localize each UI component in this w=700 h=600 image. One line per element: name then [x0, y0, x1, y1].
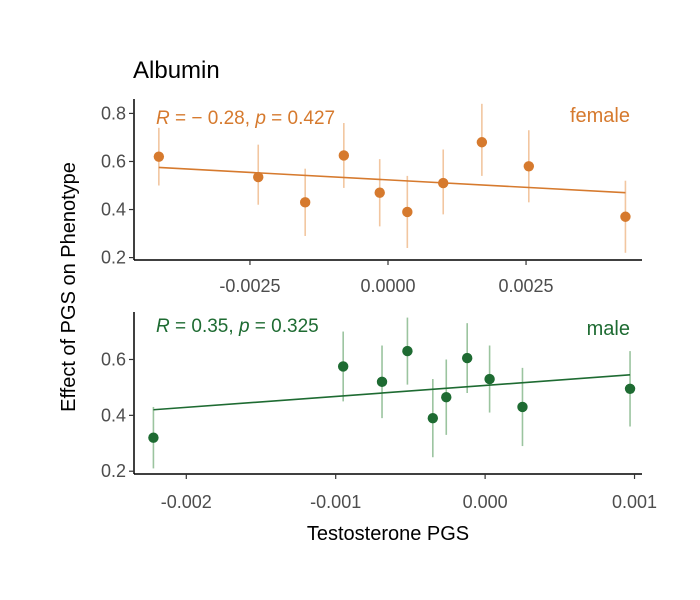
data-point — [427, 412, 439, 424]
data-point — [374, 187, 385, 198]
data-point — [299, 197, 311, 208]
data-point — [523, 161, 535, 172]
chart-title: Albumin — [133, 57, 220, 84]
data-point — [438, 177, 449, 189]
x-tick-label: 0.000 — [463, 492, 508, 512]
panel-label: female — [570, 105, 630, 127]
data-point — [620, 211, 631, 222]
y-tick-label: 0.6 — [101, 151, 126, 171]
stat-annotation: R = − 0.28, p = 0.427 — [156, 108, 335, 129]
x-tick-label: 0.0000 — [360, 276, 415, 296]
data-point — [402, 206, 413, 218]
y-tick-label: 0.4 — [101, 405, 126, 425]
data-point — [148, 432, 159, 443]
x-tick-label: 0.001 — [612, 492, 657, 512]
stat-annotation: R = 0.35, p = 0.325 — [156, 316, 319, 337]
male-panel: 0.2 0.4 0.6 -0.002 -0.001 0.000 0.001 R = 0.35,… — [101, 312, 657, 512]
data-point — [153, 151, 165, 162]
data-point — [441, 391, 452, 403]
data-point — [253, 171, 264, 183]
data-point — [484, 373, 495, 385]
y-tick-label: 0.2 — [101, 461, 126, 481]
data-point — [337, 361, 349, 372]
y-axis-title: Effect of PGS on Phenotype — [58, 162, 80, 412]
y-tick-label: 0.4 — [101, 200, 126, 220]
y-tick-label: 0.6 — [101, 349, 126, 369]
data-point — [517, 401, 528, 413]
data-point — [376, 376, 388, 388]
x-tick-label: 0.0025 — [499, 276, 554, 296]
data-point — [624, 383, 636, 395]
regression-line — [158, 166, 626, 194]
y-tick-label: 0.8 — [101, 103, 126, 123]
x-tick-label: -0.0025 — [219, 276, 280, 296]
regression-line — [153, 374, 631, 411]
data-point — [338, 150, 350, 161]
data-point — [461, 352, 473, 364]
y-tick-label: 0.2 — [101, 248, 126, 268]
x-axis-title: Testosterone PGS — [307, 523, 469, 545]
panel-label: male — [587, 318, 630, 340]
x-tick-label: -0.001 — [310, 492, 361, 512]
data-point — [476, 137, 488, 148]
data-point — [402, 345, 413, 357]
female-panel: 0.2 0.4 0.6 0.8 -0.0025 0.0000 0.0025 R = − 0.2… — [101, 99, 642, 296]
x-tick-label: -0.002 — [161, 492, 212, 512]
